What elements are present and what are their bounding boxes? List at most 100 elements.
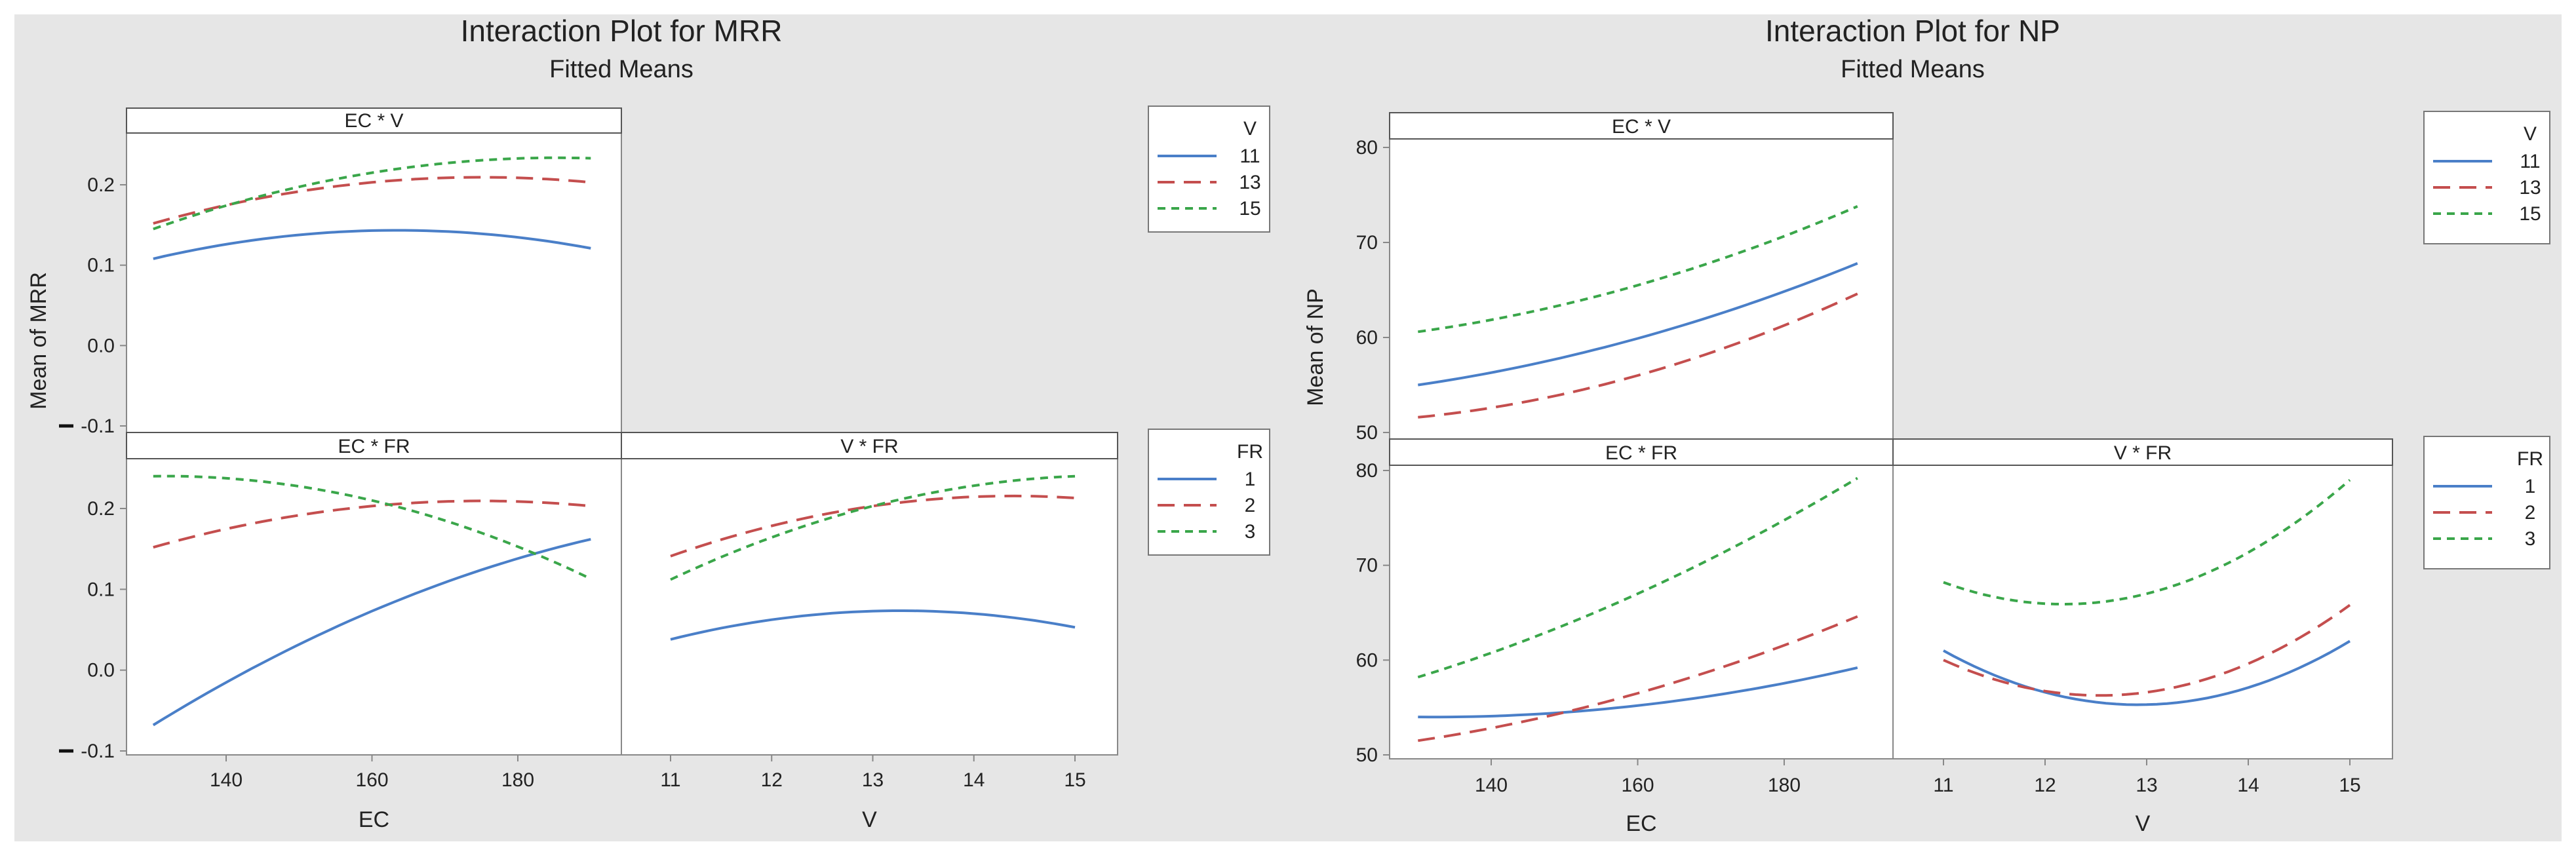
y-tick-label: 0.1 [87, 579, 115, 600]
legend-item-label: 11 [1239, 145, 1260, 167]
legend-title: FR [1237, 441, 1263, 463]
series-line-fr-1 [1418, 666, 1858, 719]
chart-title: Interaction Plot for MRR [461, 14, 783, 48]
legend-v: V 11 13 15 [2423, 111, 2550, 244]
legend-title: V [2524, 123, 2537, 145]
series-line-fr-2 [1943, 604, 2351, 697]
x-tick-label: 15 [2339, 775, 2360, 796]
chart-title: Interaction Plot for NP [1765, 14, 2060, 48]
strip-label: V * FR [2114, 442, 2172, 464]
x-axis-label: V [2136, 811, 2151, 836]
legend-box [2423, 111, 2550, 244]
legend-fr: FR 1 2 3 [2423, 436, 2550, 569]
strip-header [1892, 438, 2393, 466]
x-tick-label: 15 [1064, 769, 1085, 791]
chart-subtitle: Fitted Means [549, 56, 693, 83]
legend-item-label: 13 [2519, 177, 2541, 199]
legend-item-label: 3 [1245, 521, 1256, 543]
y-tick-label: 50 [1356, 422, 1378, 444]
strip-label: EC * V [1612, 116, 1671, 138]
y-tick-label: 70 [1356, 555, 1378, 577]
series-line-fr-3 [153, 474, 592, 581]
strip-label: EC * FR [1605, 442, 1677, 464]
series-line-v-11 [1418, 262, 1858, 387]
y-tick-label: 0.2 [87, 174, 115, 196]
strip-label: EC * V [344, 110, 403, 132]
y-axis-label: Mean of NP [1303, 288, 1328, 406]
series-line-fr-2 [153, 499, 591, 549]
x-tick-label: 11 [1933, 775, 1953, 796]
legend-item-label: 2 [2525, 502, 2536, 524]
chart-subtitle: Fitted Means [1841, 56, 1985, 83]
y-tick-label: 80 [1356, 460, 1378, 482]
series-line-fr-3 [670, 474, 1076, 581]
x-tick-label: 140 [210, 769, 243, 791]
plot-area [1389, 138, 1894, 440]
panel-v-fr: V * FR 11 12 13 14 15 V [621, 432, 1118, 832]
x-tick-label: 11 [660, 769, 680, 791]
series-line-fr-2 [1417, 615, 1858, 742]
strip-header [1389, 438, 1894, 466]
x-tick-label: 13 [2136, 775, 2157, 796]
series-line-fr-3 [1943, 478, 2351, 606]
plot-area [1892, 465, 2393, 759]
y-tick-label: 60 [1356, 327, 1378, 349]
series-line-fr-1 [670, 609, 1076, 641]
y-tick-label: 0.0 [87, 335, 115, 356]
x-axis-label: EC [1626, 811, 1656, 836]
legend-box [1148, 105, 1270, 233]
figure-mrr: Interaction Plot for MRR Fitted Means Mean… [14, 14, 1285, 841]
legend-item-label: 15 [2519, 203, 2541, 225]
y-tick-label: 80 [1356, 137, 1378, 159]
panel-ec-fr: EC * FR 140 160 180 EC 0.2 0.1 0.0 -0.1 [81, 432, 622, 832]
series-line-v-13 [153, 176, 591, 225]
legend-item-label: 11 [2520, 151, 2540, 172]
series-line-fr-1 [152, 537, 591, 727]
x-tick-label: 14 [963, 769, 985, 791]
panel-ec-v: EC * V 0.2 0.1 0.0 -0.1 [81, 107, 622, 437]
figure-np: Interaction Plot for NP Fitted Means Mean … [1285, 14, 2562, 841]
x-tick-label: 180 [1768, 775, 1801, 796]
panel-ec-v: EC * V 80 70 60 50 [1356, 112, 1894, 444]
series-line-fr-1 [1943, 640, 2351, 706]
legend-title: V [1243, 118, 1257, 140]
x-axis-label: EC [359, 807, 389, 832]
x-tick-label: 14 [2237, 775, 2259, 796]
legend-item-label: 15 [1239, 198, 1260, 220]
y-tick-label: 0.1 [87, 255, 115, 277]
legend-fr: FR 1 2 3 [1148, 429, 1270, 556]
y-tick-label: 0.2 [87, 498, 115, 520]
y-tick-label: 50 [1356, 744, 1378, 766]
x-tick-label: 13 [862, 769, 884, 791]
plot-area [1389, 465, 1894, 759]
legend-item-label: 13 [1239, 172, 1260, 193]
legend-item-label: 3 [2525, 528, 2536, 550]
x-tick-label: 12 [761, 769, 783, 791]
legend-box [2423, 436, 2550, 569]
x-tick-label: 180 [501, 769, 534, 791]
series-line-fr-2 [670, 494, 1076, 558]
series-line-v-13 [1418, 292, 1858, 419]
series-line-fr-3 [1417, 476, 1858, 679]
strip-label: EC * FR [338, 436, 410, 457]
legend-item-label: 2 [1245, 495, 1256, 516]
panel-ec-fr: EC * FR 140 160 180 EC 80 70 60 50 [1356, 438, 1894, 836]
x-axis-label: V [862, 807, 877, 832]
legend-v: V 11 13 15 [1148, 105, 1270, 233]
y-axis-label: Mean of MRR [26, 272, 51, 410]
legend-box [1148, 429, 1270, 556]
legend-item-label: 1 [1245, 469, 1256, 490]
y-tick-label: -0.1 [81, 740, 115, 762]
x-tick-label: 160 [1621, 775, 1654, 796]
plot-area [126, 458, 622, 756]
x-tick-label: 140 [1475, 775, 1508, 796]
x-tick-label: 160 [355, 769, 388, 791]
strip-header [1389, 112, 1894, 140]
legend-item-label: 1 [2525, 476, 2536, 497]
y-tick-label: 60 [1356, 649, 1378, 671]
strip-label: V * FR [840, 436, 898, 457]
legend-title: FR [2517, 448, 2543, 470]
series-line-v-11 [153, 229, 591, 260]
